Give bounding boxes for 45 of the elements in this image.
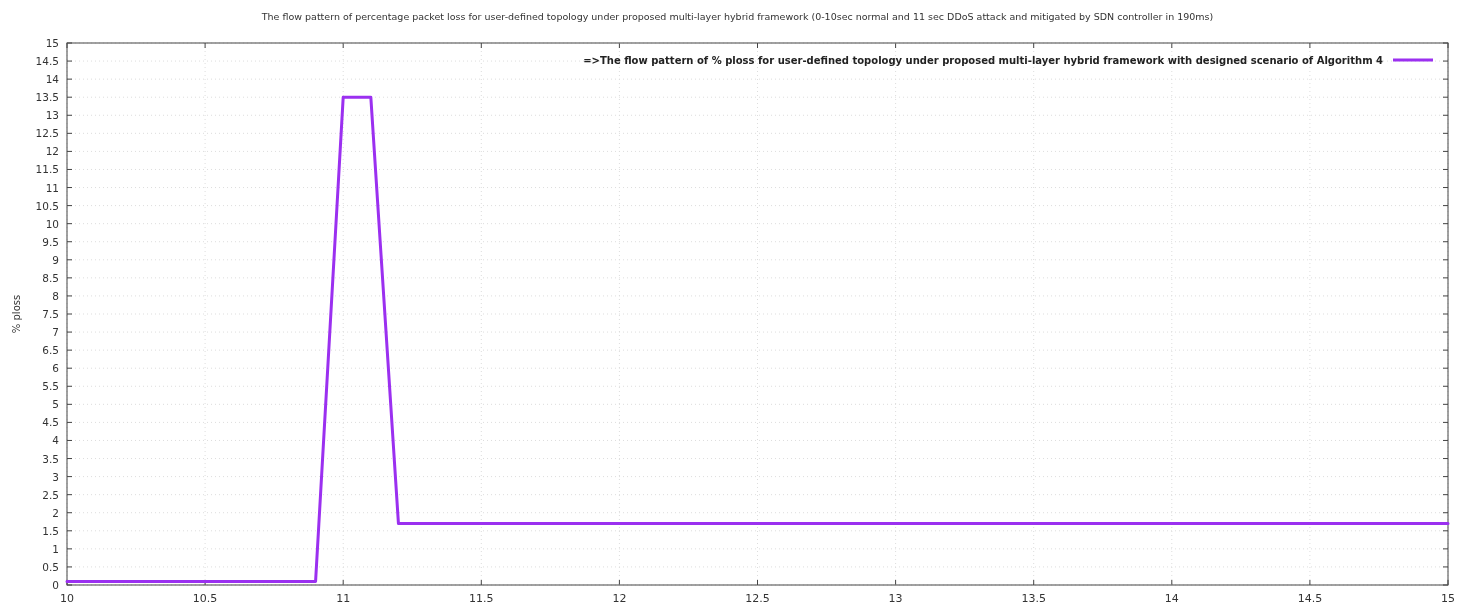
y-tick-label: 13 [45, 109, 59, 122]
y-tick-label: 5.5 [42, 380, 59, 393]
y-tick-label: 10.5 [35, 199, 59, 212]
y-tick-label: 2.5 [42, 488, 59, 501]
y-tick-label: 10 [45, 217, 59, 230]
y-tick-label: 6.5 [42, 344, 59, 357]
y-tick-label: 3.5 [42, 452, 59, 465]
y-tick-label: 6 [52, 362, 60, 375]
x-tick-label: 15 [1441, 592, 1455, 605]
legend-label: =>The flow pattern of % ploss for user-defined topology under proposed multi-layer hybrid framework with designed scenario of Algorithm 4 [583, 55, 1384, 66]
y-tick-label: 9.5 [42, 235, 59, 248]
y-tick-label: 2 [52, 506, 59, 519]
y-tick-label: 1 [52, 542, 59, 555]
y-tick-label: 15 [45, 37, 59, 49]
y-tick-label: 13.5 [35, 91, 59, 104]
y-tick-label: 12.5 [35, 127, 59, 140]
y-tick-label: 5 [52, 398, 59, 411]
y-tick-label: 1.5 [42, 524, 59, 537]
x-tick-label: 12 [612, 592, 627, 605]
x-tick-label: 12.5 [745, 592, 770, 605]
y-tick-label: 11.5 [35, 163, 59, 176]
x-tick-label: 11.5 [469, 592, 494, 605]
x-tick-label: 11 [336, 592, 351, 605]
y-tick-label: 7 [52, 326, 59, 339]
y-tick-label: 11 [45, 181, 59, 194]
y-tick-label: 7.5 [42, 308, 59, 320]
y-tick-label: 3 [52, 470, 59, 483]
y-tick-label: 0.5 [42, 560, 59, 573]
x-tick-label: 13.5 [1021, 592, 1046, 605]
y-tick-label: 4 [52, 434, 60, 447]
y-tick-label: 14 [45, 73, 60, 86]
y-tick-label: 4.5 [42, 416, 59, 429]
x-tick-label: 13 [888, 592, 903, 605]
x-tick-label: 10.5 [192, 592, 218, 605]
y-axis-title: % ploss [11, 294, 22, 334]
chart-title: The flow pattern of percentage packet loss for user-defined topology under proposed multi-layer hybrid framework (0-10sec normal and 11 sec DDoS attack and mitigated by SDN controller in 190ms) [260, 11, 1214, 22]
x-tick-label: 10 [60, 592, 74, 605]
y-tick-label: 8.5 [42, 271, 59, 284]
y-tick-label: 12 [45, 145, 59, 158]
y-tick-label: 14.5 [35, 55, 59, 68]
y-tick-label: 0 [52, 579, 59, 591]
x-tick-label: 14 [1164, 592, 1179, 605]
y-tick-label: 8 [52, 289, 59, 302]
y-tick-label: 9 [52, 253, 59, 266]
x-tick-label: 14.5 [1297, 592, 1323, 605]
